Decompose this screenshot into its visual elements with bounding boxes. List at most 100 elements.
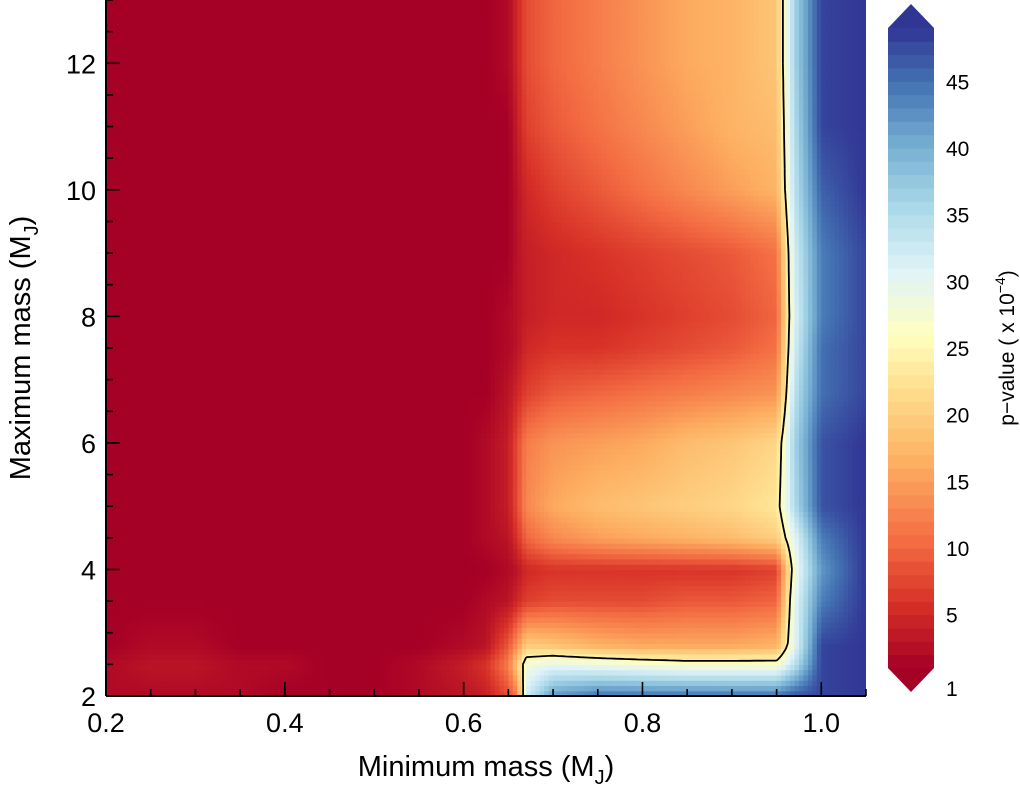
heatmap-cell bbox=[284, 643, 290, 650]
heatmap-cell bbox=[383, 622, 389, 629]
heatmap-cell bbox=[423, 627, 429, 634]
heatmap-cell bbox=[655, 616, 661, 623]
heatmap-cell bbox=[155, 680, 161, 687]
heatmap-cell bbox=[539, 611, 545, 618]
heatmap-cell bbox=[356, 558, 362, 565]
heatmap-cell bbox=[226, 653, 232, 660]
heatmap-cell bbox=[521, 638, 527, 644]
heatmap-cell bbox=[740, 606, 746, 613]
heatmap-cell bbox=[740, 669, 746, 676]
heatmap-cell bbox=[843, 669, 849, 676]
heatmap-cell bbox=[141, 659, 147, 665]
heatmap-cell bbox=[772, 580, 778, 586]
heatmap-cell bbox=[588, 548, 594, 555]
heatmap-cell bbox=[772, 622, 778, 629]
heatmap-cell bbox=[798, 548, 805, 555]
heatmap-cell bbox=[642, 653, 648, 660]
heatmap-cell bbox=[325, 569, 331, 576]
heatmap-cell bbox=[776, 558, 782, 565]
heatmap-cell bbox=[445, 601, 451, 607]
heatmap-cell bbox=[646, 685, 653, 692]
heatmap-cell bbox=[812, 569, 818, 576]
heatmap-cell bbox=[633, 585, 639, 592]
heatmap-cell bbox=[727, 564, 733, 571]
heatmap-cell bbox=[807, 601, 813, 607]
heatmap-cell bbox=[213, 643, 219, 650]
heatmap-cell bbox=[731, 580, 737, 586]
heatmap-cell bbox=[414, 643, 420, 650]
heatmap-cell bbox=[329, 548, 335, 555]
heatmap-cell bbox=[486, 611, 492, 618]
heatmap-cell bbox=[593, 611, 599, 618]
heatmap-cell bbox=[512, 595, 518, 602]
heatmap-cell bbox=[812, 580, 818, 586]
heatmap-cell bbox=[195, 595, 201, 602]
heatmap-cell bbox=[758, 643, 764, 650]
heatmap-cell bbox=[378, 601, 384, 607]
heatmap-cell bbox=[664, 622, 670, 629]
heatmap-cell bbox=[199, 606, 205, 613]
heatmap-cell bbox=[266, 653, 273, 660]
heatmap-cell bbox=[785, 611, 791, 618]
heatmap-cell bbox=[311, 574, 317, 581]
heatmap-cell bbox=[544, 543, 550, 549]
heatmap-cell bbox=[535, 664, 541, 671]
heatmap-cell bbox=[825, 664, 831, 671]
heatmap-cell bbox=[557, 669, 563, 676]
heatmap-cell bbox=[843, 580, 849, 586]
heatmap-cell bbox=[418, 601, 425, 607]
heatmap-cell bbox=[199, 685, 205, 692]
heatmap-cell bbox=[414, 648, 420, 655]
heatmap-cell bbox=[857, 674, 863, 681]
heatmap-cell bbox=[418, 690, 425, 696]
heatmap-cell bbox=[289, 659, 295, 665]
heatmap-cell bbox=[146, 606, 152, 613]
heatmap-cell bbox=[597, 643, 603, 650]
heatmap-cell bbox=[503, 659, 509, 665]
heatmap-cell bbox=[700, 648, 706, 655]
heatmap-cell bbox=[222, 543, 228, 549]
heatmap-cell bbox=[182, 569, 188, 576]
heatmap-cell bbox=[325, 553, 331, 560]
heatmap-cell bbox=[338, 680, 344, 687]
heatmap-cell bbox=[669, 643, 675, 650]
heatmap-cell bbox=[146, 553, 152, 560]
heatmap-cell bbox=[486, 669, 492, 676]
heatmap-cell bbox=[700, 674, 706, 681]
heatmap-cell bbox=[651, 595, 657, 602]
heatmap-cell bbox=[360, 632, 366, 639]
heatmap-cell bbox=[722, 606, 729, 613]
heatmap-cell bbox=[405, 690, 411, 696]
heatmap-cell bbox=[275, 690, 281, 696]
heatmap-cell bbox=[557, 643, 563, 650]
heatmap-cell bbox=[691, 611, 697, 618]
heatmap-cell bbox=[669, 659, 675, 665]
heatmap-cell bbox=[329, 558, 335, 565]
heatmap-cell bbox=[575, 685, 581, 692]
heatmap-cell bbox=[427, 616, 433, 623]
heatmap-cell bbox=[624, 685, 630, 692]
heatmap-cell bbox=[356, 595, 362, 602]
heatmap-cell bbox=[776, 653, 782, 660]
heatmap-cell bbox=[351, 590, 357, 597]
heatmap-cell bbox=[472, 685, 478, 692]
heatmap-cell bbox=[177, 558, 183, 565]
heatmap-cell bbox=[401, 580, 407, 586]
heatmap-cell bbox=[128, 653, 134, 660]
heatmap-cell bbox=[602, 669, 608, 676]
heatmap-cell bbox=[114, 601, 121, 607]
heatmap-cell bbox=[351, 659, 357, 665]
heatmap-cell bbox=[490, 616, 496, 623]
heatmap-cell bbox=[673, 653, 679, 660]
heatmap-cell bbox=[548, 558, 554, 565]
heatmap-cell bbox=[633, 611, 639, 618]
heatmap-cell bbox=[669, 574, 675, 581]
heatmap-cell bbox=[790, 627, 796, 634]
heatmap-cell bbox=[673, 643, 679, 650]
heatmap-cell bbox=[553, 643, 559, 650]
heatmap-cell bbox=[454, 585, 460, 592]
heatmap-cell bbox=[168, 585, 174, 592]
heatmap-cell bbox=[575, 627, 581, 634]
heatmap-cell bbox=[705, 648, 711, 655]
heatmap-cell bbox=[745, 564, 751, 571]
